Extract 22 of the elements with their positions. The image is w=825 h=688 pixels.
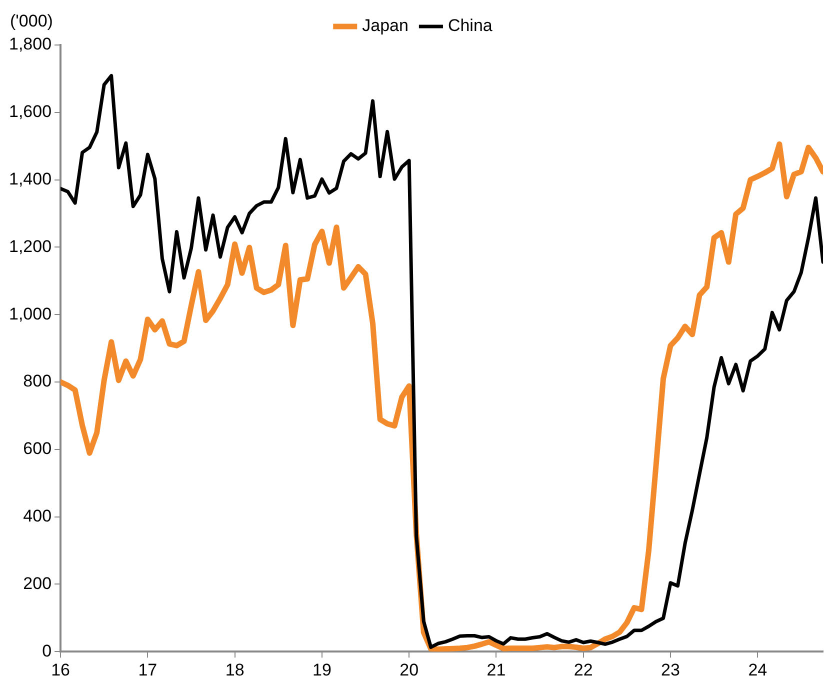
y-tick-label: 600	[23, 439, 52, 458]
x-tick-label: 19	[312, 660, 332, 680]
y-tick-label: 1,000	[8, 304, 52, 324]
x-tick-label: 18	[225, 660, 244, 680]
y-tick-label: 0	[42, 641, 52, 660]
legend-label: Japan	[362, 16, 408, 36]
x-tick-label: 21	[486, 660, 506, 680]
y-tick-label: 1,200	[8, 236, 52, 256]
y-tick-label: 800	[23, 372, 52, 391]
x-tick-label: 23	[661, 660, 680, 680]
x-tick-label: 20	[400, 660, 419, 680]
y-axis-title: ('000)	[10, 12, 53, 31]
y-tick-label: 400	[23, 506, 52, 526]
x-tick-label: 24	[748, 660, 768, 680]
y-tick-label: 1,600	[8, 102, 52, 122]
x-tick-label: 22	[574, 660, 593, 680]
x-tick-label: 16	[51, 660, 70, 680]
legend-label: China	[448, 16, 493, 36]
x-tick-label: 17	[138, 660, 158, 680]
y-tick-label: 1,400	[8, 169, 52, 188]
y-tick-label: 200	[23, 574, 52, 593]
y-tick-label: 1,800	[8, 34, 52, 54]
